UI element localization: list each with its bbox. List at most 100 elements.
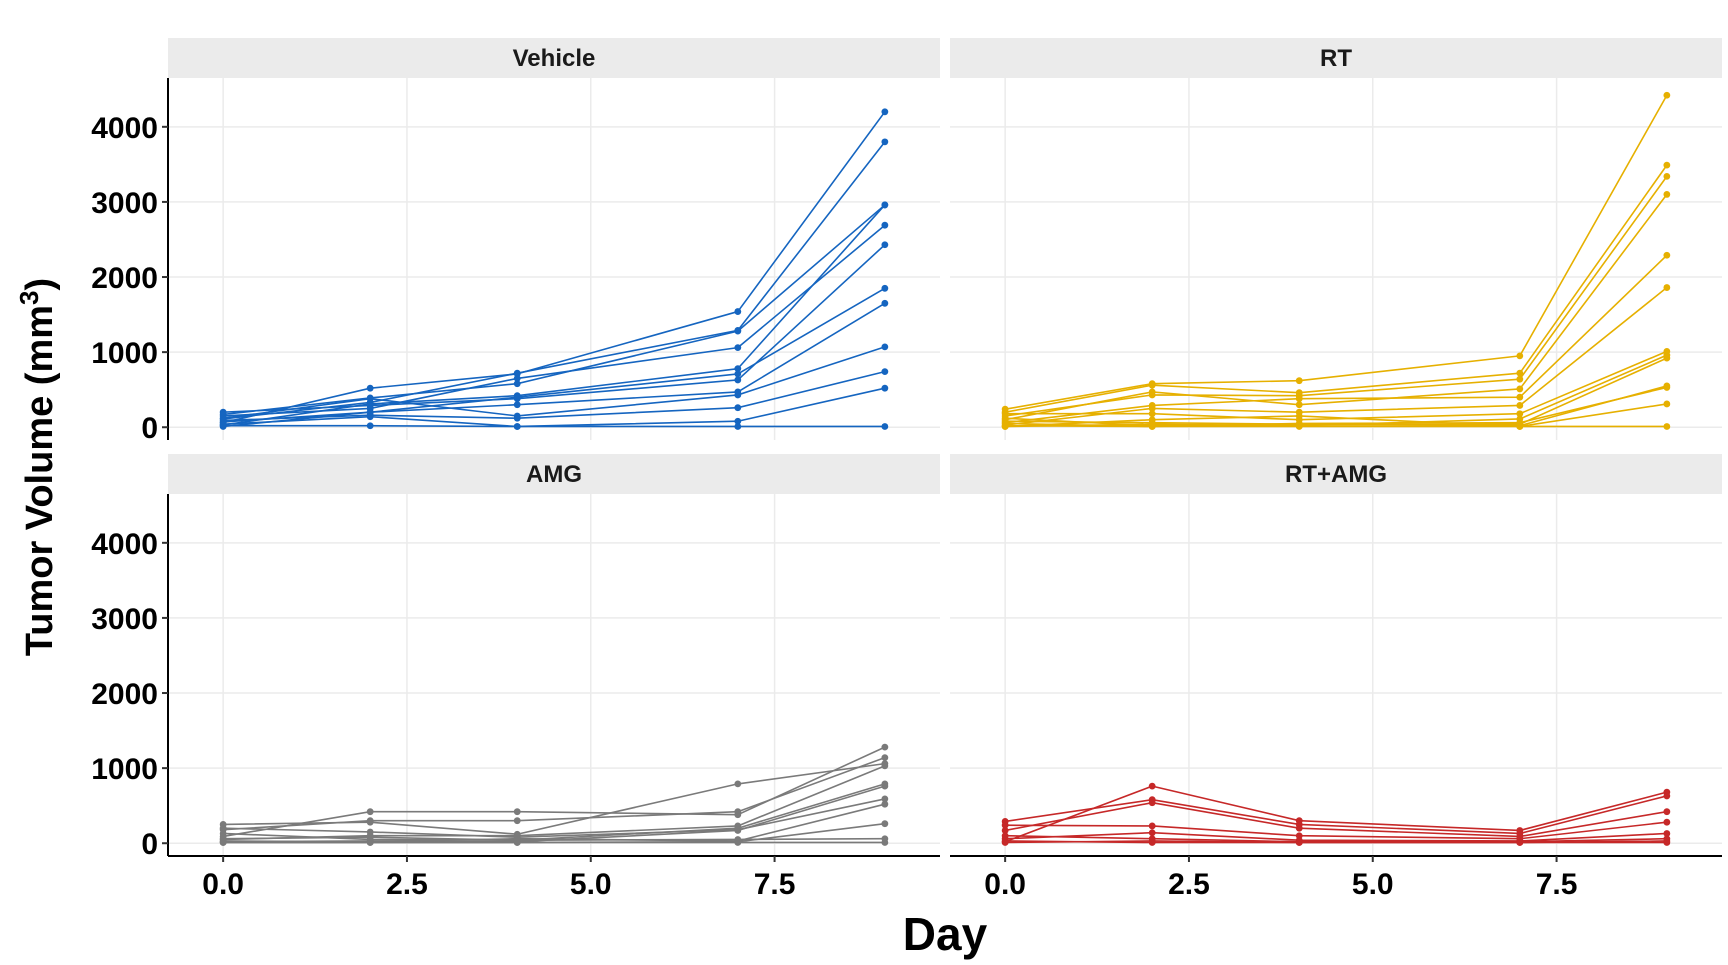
data-point — [734, 839, 742, 846]
data-point — [366, 818, 374, 826]
data-point — [881, 423, 889, 430]
data-point — [881, 795, 889, 803]
data-point — [734, 344, 742, 352]
data-point — [881, 108, 889, 116]
data-point — [734, 423, 742, 430]
y-tick-label: 0 — [141, 412, 158, 445]
strip-label: Vehicle — [513, 45, 596, 72]
data-point — [513, 393, 521, 401]
data-point — [1516, 385, 1524, 393]
data-point — [513, 375, 521, 382]
y-tick-label: 0 — [141, 828, 158, 861]
series-line-rt-4 — [1004, 193, 1668, 421]
data-point — [1148, 423, 1156, 430]
y-axis-title: Tumor Volume (mm3) — [14, 278, 61, 656]
data-point — [734, 365, 742, 373]
data-point — [1663, 792, 1671, 800]
data-point — [1001, 837, 1009, 845]
strip-label: RT — [1320, 45, 1352, 72]
data-point — [1295, 395, 1303, 403]
data-point — [1148, 829, 1156, 837]
data-point — [734, 308, 742, 315]
data-point — [734, 780, 742, 788]
data-point — [1663, 354, 1671, 362]
data-point — [881, 241, 889, 249]
data-point — [881, 138, 889, 146]
data-point — [1663, 384, 1671, 391]
data-point — [1663, 172, 1671, 180]
data-point — [734, 376, 742, 384]
series-line-amg-7 — [223, 798, 886, 839]
data-point — [1295, 401, 1303, 409]
data-point — [366, 395, 374, 403]
data-point — [881, 820, 889, 828]
data-point — [1295, 824, 1303, 832]
series-line-vehicle-4 — [223, 204, 886, 426]
data-point — [366, 422, 374, 430]
data-point — [1663, 839, 1671, 846]
data-point — [1295, 377, 1303, 385]
data-point — [366, 808, 374, 816]
data-point — [1663, 423, 1671, 430]
x-tick-label: 0.0 — [984, 868, 1026, 901]
data-point — [1516, 352, 1524, 360]
panel-vehicle: Vehicle 0 1000 2000 3000 4000 — [91, 38, 940, 445]
y-tick-label: 2000 — [91, 678, 158, 711]
data-point — [1148, 405, 1156, 412]
data-point — [881, 782, 889, 790]
data-point — [513, 817, 521, 825]
data-point — [1148, 822, 1156, 830]
data-point — [1516, 375, 1524, 383]
x-tick-label: 7.5 — [754, 868, 796, 901]
panel-rt-amg: RT+AMG 0.0 2.5 5.0 7.5 — [950, 454, 1722, 901]
data-point — [513, 808, 521, 816]
y-tick-label: 4000 — [91, 112, 158, 145]
data-point — [881, 343, 889, 351]
data-point — [734, 404, 742, 412]
series-line-vehicle-2 — [223, 141, 886, 420]
data-point — [734, 370, 742, 378]
x-tick-label: 5.0 — [570, 868, 612, 901]
data-point — [881, 384, 889, 392]
data-point — [366, 833, 374, 841]
series-line-rt-6 — [1005, 286, 1668, 426]
series-line-rt-amg-4 — [1005, 821, 1667, 840]
series-line-vehicle-1 — [222, 111, 886, 424]
data-point — [881, 201, 889, 209]
series-line-rt-amg-3 — [1004, 801, 1667, 838]
data-point — [219, 824, 227, 832]
data-point — [881, 800, 889, 808]
data-point — [219, 839, 227, 846]
data-point — [366, 828, 374, 836]
data-point — [881, 839, 889, 846]
data-point — [1001, 821, 1009, 829]
data-point — [1663, 818, 1671, 826]
data-point — [1663, 808, 1671, 816]
data-point — [1148, 799, 1156, 807]
data-point — [1516, 410, 1524, 418]
data-point — [1148, 416, 1156, 424]
data-point — [1148, 388, 1156, 396]
data-point — [1516, 423, 1524, 430]
series-line-vehicle-5 — [223, 224, 886, 417]
panel-amg: AMG 0 1000 2000 3000 4000 0.0 2.5 5.0 7.5 — [91, 454, 940, 901]
strip-background — [168, 454, 940, 494]
data-point — [513, 380, 521, 388]
series-line-amg-3 — [223, 762, 885, 836]
data-point — [1663, 284, 1671, 291]
data-point — [1516, 402, 1524, 409]
data-point — [1663, 191, 1671, 198]
data-point — [1148, 410, 1156, 418]
data-point — [366, 839, 374, 846]
panel-rt: RT — [950, 38, 1722, 440]
data-point — [1148, 381, 1156, 389]
data-point — [1295, 839, 1303, 846]
x-tick-label: 2.5 — [386, 868, 428, 901]
data-point — [366, 413, 374, 421]
data-point — [219, 408, 227, 416]
data-point — [1663, 251, 1671, 259]
data-point — [219, 420, 227, 428]
strip-label: RT+AMG — [1285, 461, 1387, 488]
data-point — [734, 417, 742, 425]
